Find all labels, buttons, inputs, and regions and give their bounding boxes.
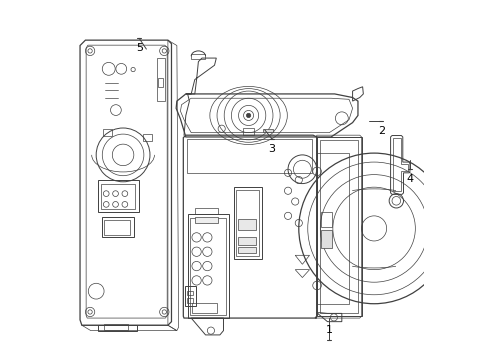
Bar <box>187 291 194 296</box>
Bar <box>104 324 128 330</box>
Bar <box>191 218 225 315</box>
Bar <box>317 137 362 316</box>
Text: 2: 2 <box>378 126 385 136</box>
Bar <box>234 187 262 259</box>
Text: 1: 1 <box>326 325 333 334</box>
Bar <box>104 220 130 234</box>
Bar <box>103 129 112 136</box>
Bar <box>191 54 205 59</box>
Text: 3: 3 <box>269 144 275 154</box>
Bar <box>238 237 256 244</box>
Bar <box>236 190 259 256</box>
Bar <box>319 140 358 314</box>
Text: 4: 4 <box>406 174 414 184</box>
Bar <box>321 230 332 248</box>
Bar <box>188 214 229 318</box>
Bar <box>187 298 194 303</box>
Bar <box>192 303 217 313</box>
Circle shape <box>246 113 251 118</box>
Bar <box>143 134 152 141</box>
Bar <box>263 129 273 132</box>
Text: 5: 5 <box>136 44 143 53</box>
Bar <box>321 212 332 226</box>
Bar <box>238 220 256 230</box>
Bar <box>185 286 196 306</box>
Bar <box>101 217 134 237</box>
Bar <box>195 208 218 214</box>
Bar <box>195 217 218 223</box>
Bar <box>243 128 254 135</box>
Bar <box>158 78 163 87</box>
Bar <box>317 153 349 304</box>
Bar <box>157 58 165 101</box>
Bar <box>187 139 313 173</box>
Bar <box>101 184 135 210</box>
Bar <box>238 247 256 253</box>
Bar <box>98 180 139 212</box>
